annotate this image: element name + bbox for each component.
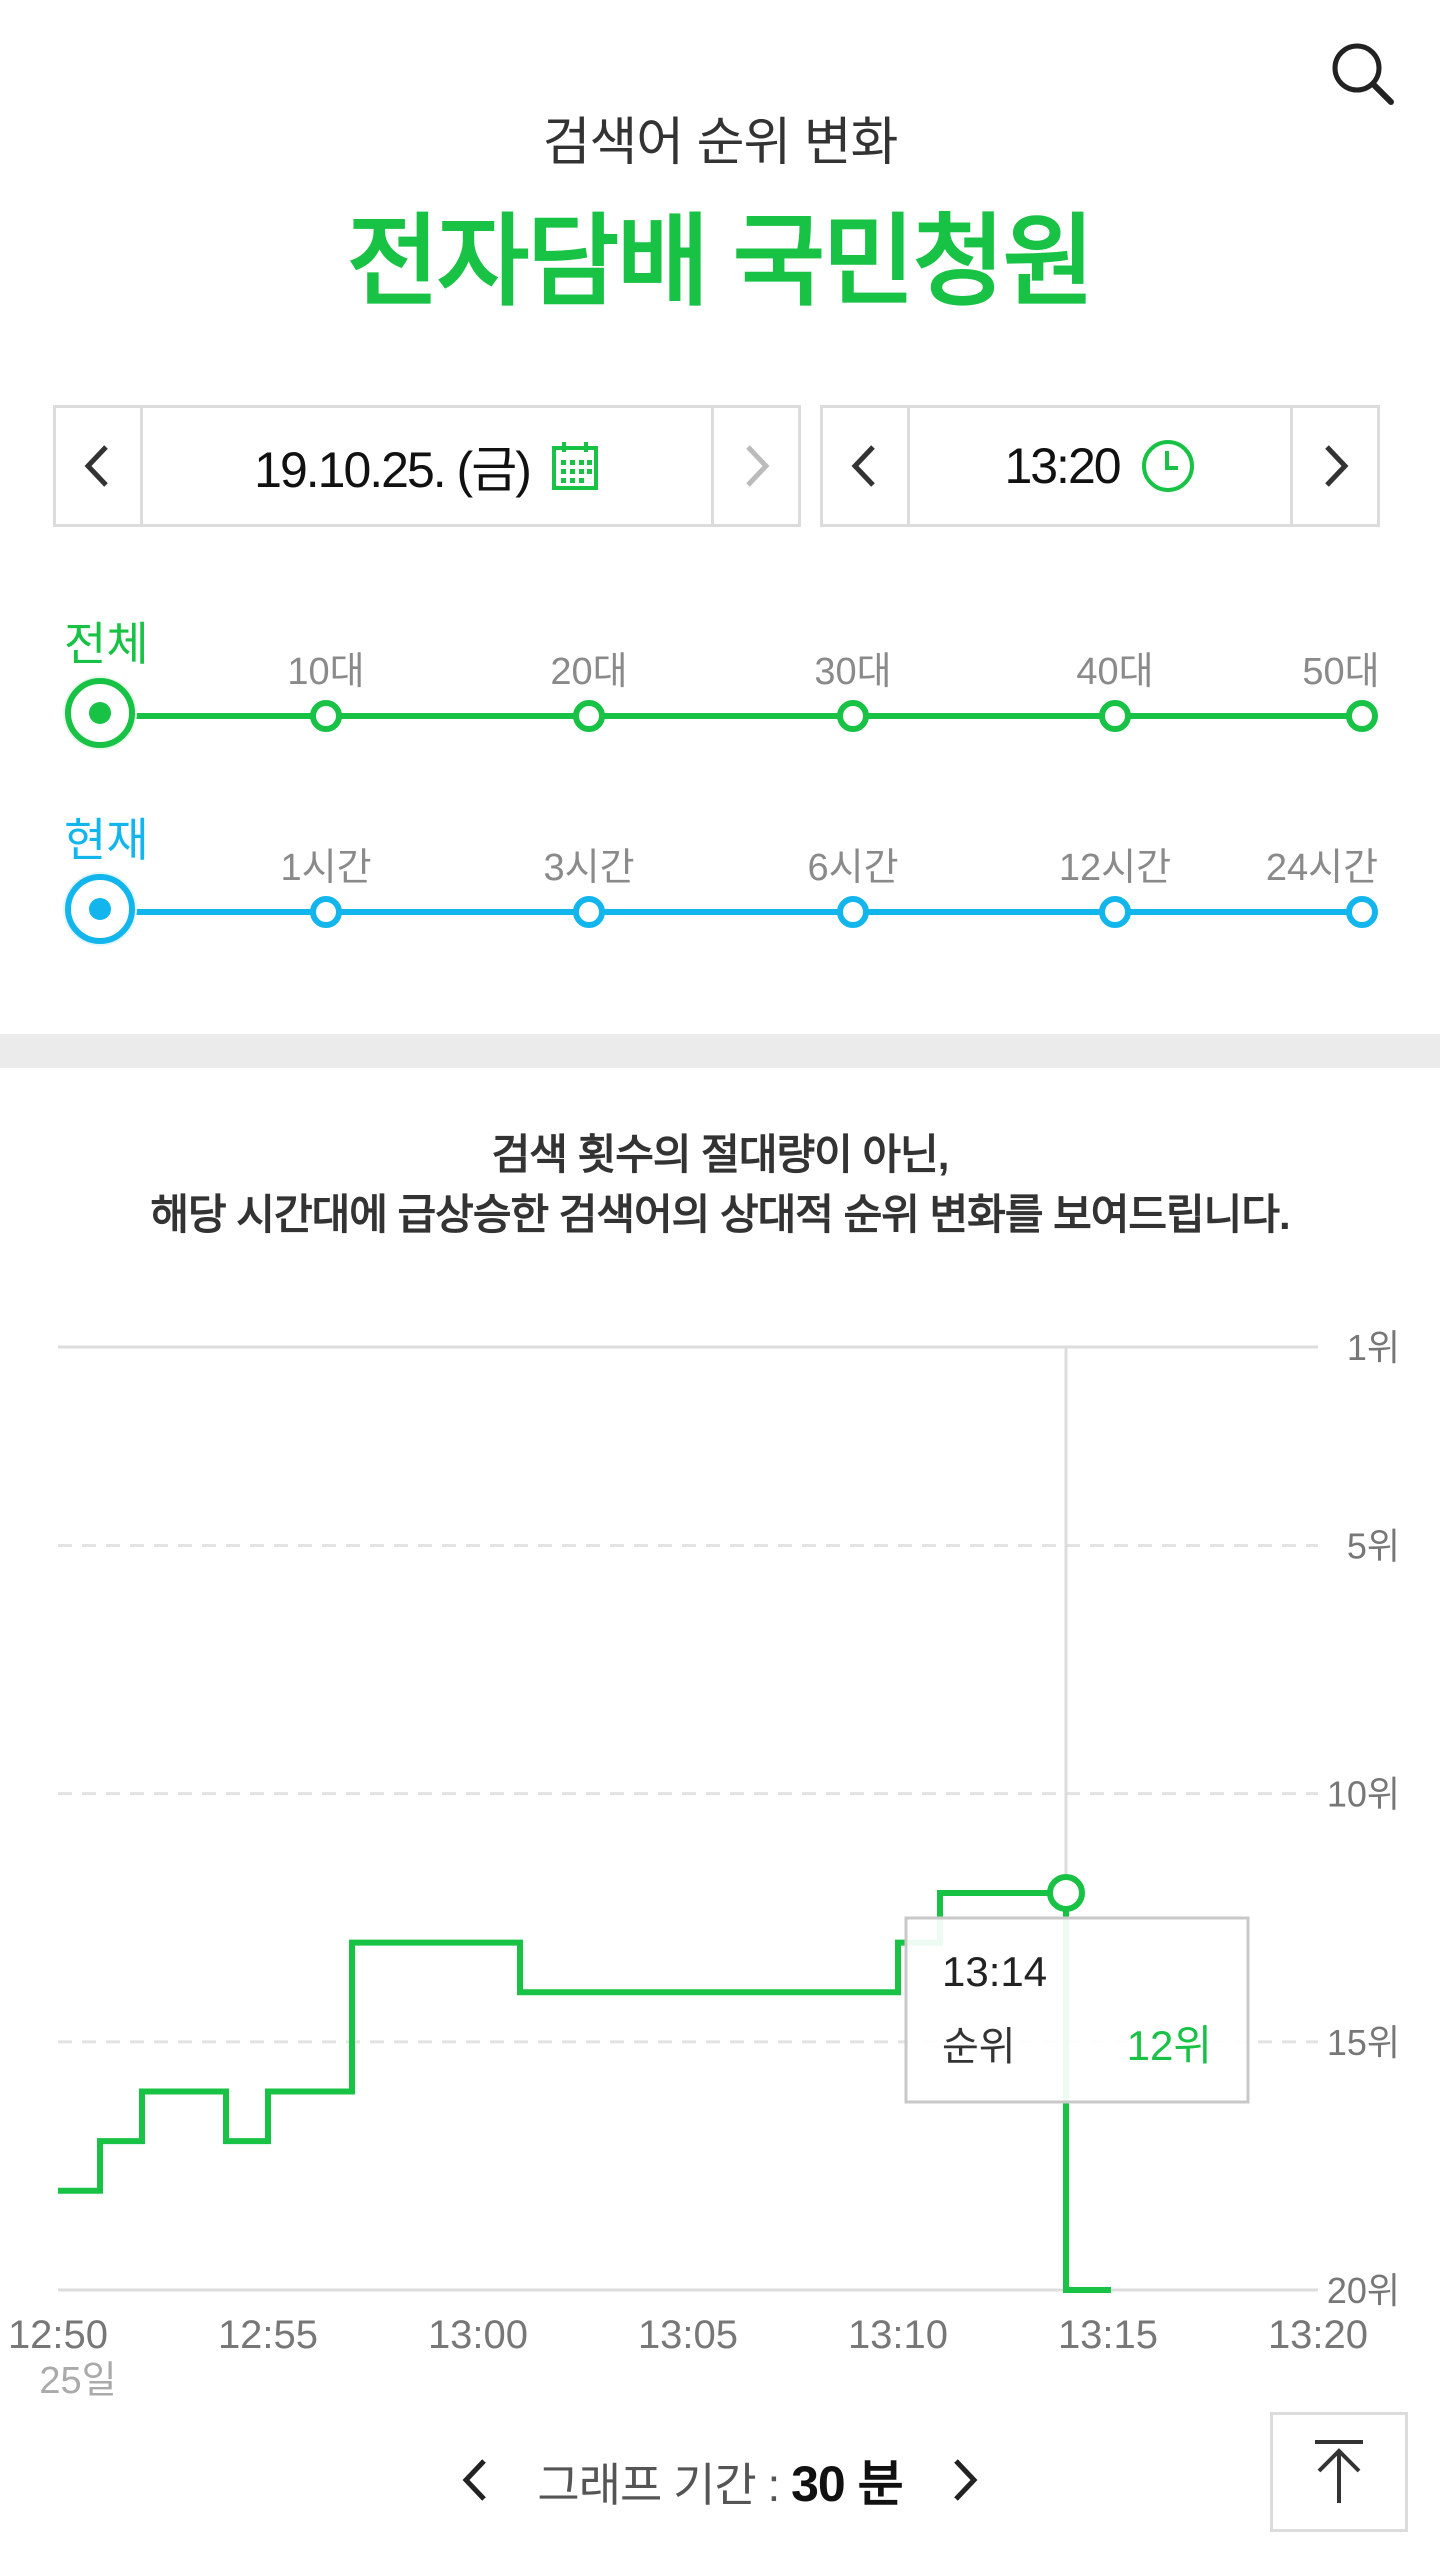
period-option-3h[interactable] xyxy=(573,896,605,928)
calendar-icon xyxy=(551,442,598,490)
tooltip-rank-value: 12위 xyxy=(1127,2022,1212,2069)
rank-chart[interactable]: 1위 5위 10위 15위 20위 12:50 12:55 13:00 13:05 13:10 13… xyxy=(0,1300,1440,2410)
search-icon xyxy=(1332,43,1394,105)
y-tick-label: 10위 xyxy=(1327,1774,1400,1815)
clock-icon xyxy=(1141,440,1194,492)
period-option-24h[interactable] xyxy=(1346,896,1378,928)
age-option-all[interactable] xyxy=(63,676,137,750)
notice-line-1: 검색 횟수의 절대량이 아닌, xyxy=(491,1131,950,1178)
period-option-label: 24시간 xyxy=(1265,847,1379,889)
age-option-label: 10대 xyxy=(287,651,365,693)
chevron-right-icon xyxy=(746,445,770,487)
tooltip-box xyxy=(904,1916,1250,2104)
period-option-label: 12시간 xyxy=(1058,847,1172,889)
chart-notice: 검색 횟수의 절대량이 아닌, 해당 시간대에 급상승한 검색어의 상대적 순위… xyxy=(0,1125,1440,1245)
search-button[interactable] xyxy=(1325,36,1400,111)
period-option-label: 3시간 xyxy=(543,847,635,889)
age-option-40[interactable] xyxy=(1099,700,1131,732)
x-tick-label: 12:55 xyxy=(218,2313,318,2357)
scroll-top-button[interactable] xyxy=(1270,2412,1408,2532)
tooltip-time: 13:14 xyxy=(942,1948,1047,1995)
age-option-label: 50대 xyxy=(1302,651,1380,693)
period-option-label: 6시간 xyxy=(807,847,899,889)
date-next-button[interactable] xyxy=(711,408,798,524)
page-subtitle: 검색어 순위 변화 xyxy=(542,114,899,172)
period-option-6h[interactable] xyxy=(837,896,869,928)
age-filter-title: 전체 xyxy=(64,618,149,670)
time-next-button[interactable] xyxy=(1290,408,1377,524)
y-tick-label: 15위 xyxy=(1327,2022,1400,2063)
age-option-10[interactable] xyxy=(310,700,342,732)
age-option-label: 30대 xyxy=(814,651,892,693)
chevron-right-icon xyxy=(954,2459,978,2501)
header: 검색어 순위 변화 xyxy=(0,100,1440,175)
highlight-point xyxy=(1047,1873,1085,1912)
y-tick-label: 20위 xyxy=(1327,2270,1400,2311)
age-option-30[interactable] xyxy=(837,700,869,732)
age-slider-track xyxy=(63,676,1378,750)
arrow-up-icon xyxy=(1315,2440,1363,2503)
period-label-text: 그래프 기간 : xyxy=(537,2459,792,2511)
keyword-title: 전자담배 국민청원 xyxy=(347,206,1095,318)
date-picker: 19.10.25. (금) xyxy=(53,405,801,527)
age-option-20[interactable] xyxy=(573,700,605,732)
time-picker: 13:20 xyxy=(820,405,1380,527)
period-filter-title: 현재 xyxy=(64,814,149,866)
x-tick-label: 13:20 xyxy=(1268,2313,1368,2357)
period-prev-button[interactable] xyxy=(440,2440,510,2520)
x-tick-label: 13:05 xyxy=(638,2313,738,2357)
date-value: 19.10.25. (금) xyxy=(254,442,532,498)
period-filter-slider: 현재 1시간 3시간 6시간 12시간 24시간 xyxy=(0,796,1440,956)
x-tick-label: 13:10 xyxy=(848,2313,948,2357)
x-tick-label: 13:15 xyxy=(1058,2313,1158,2357)
age-filter-slider: 전체 10대 20대 30대 40대 50대 xyxy=(0,600,1440,760)
y-tick-label: 5위 xyxy=(1347,1526,1400,1567)
graph-period-control: 그래프 기간 : 30 분 xyxy=(440,2440,1000,2520)
x-tick-label: 12:50 xyxy=(8,2313,108,2357)
chevron-left-icon xyxy=(84,445,108,487)
time-value-button[interactable]: 13:20 xyxy=(910,408,1290,524)
y-tick-label: 1위 xyxy=(1347,1327,1400,1368)
period-option-now[interactable] xyxy=(63,872,137,946)
x-date-label: 25일 xyxy=(39,2360,116,2402)
date-prev-button[interactable] xyxy=(56,408,143,524)
section-divider xyxy=(0,1034,1440,1068)
chevron-right-icon xyxy=(1325,445,1349,487)
time-prev-button[interactable] xyxy=(823,408,910,524)
period-next-button[interactable] xyxy=(930,2440,1000,2520)
period-slider-track xyxy=(63,872,1378,946)
period-value: 30 분 xyxy=(791,2456,904,2512)
tooltip-rank-label: 순위 xyxy=(942,2025,1016,2069)
x-tick-label: 13:00 xyxy=(428,2313,528,2357)
period-label: 그래프 기간 : 30 분 xyxy=(537,2444,904,2516)
period-option-12h[interactable] xyxy=(1099,896,1131,928)
age-option-label: 20대 xyxy=(550,651,628,693)
time-value: 13:20 xyxy=(1004,438,1121,494)
chevron-left-icon xyxy=(462,2459,486,2501)
period-option-1h[interactable] xyxy=(310,896,342,928)
age-option-50[interactable] xyxy=(1346,700,1378,732)
chevron-left-icon xyxy=(851,445,875,487)
date-value-button[interactable]: 19.10.25. (금) xyxy=(143,408,711,524)
period-option-label: 1시간 xyxy=(280,847,372,889)
age-option-label: 40대 xyxy=(1076,651,1154,693)
notice-line-2: 해당 시간대에 급상승한 검색어의 상대적 순위 변화를 보여드립니다. xyxy=(150,1191,1290,1238)
